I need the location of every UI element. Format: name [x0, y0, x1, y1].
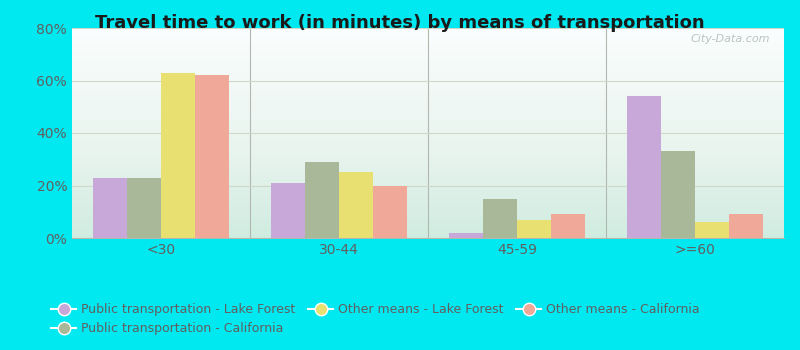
Bar: [339, 173, 373, 238]
Bar: [127, 178, 161, 238]
Bar: [450, 233, 483, 238]
Bar: [483, 199, 517, 238]
Legend: Public transportation - Lake Forest, Public transportation - California, Other m: Public transportation - Lake Forest, Pub…: [46, 298, 705, 340]
Bar: [517, 220, 551, 238]
Text: City-Data.com: City-Data.com: [690, 34, 770, 44]
Bar: [305, 162, 339, 238]
Bar: [195, 75, 229, 238]
Bar: [551, 214, 585, 238]
Bar: [373, 186, 406, 238]
Bar: [94, 178, 127, 238]
Bar: [661, 151, 695, 238]
Bar: [695, 222, 729, 238]
Bar: [627, 96, 661, 238]
Bar: [271, 183, 305, 238]
Bar: [729, 214, 762, 238]
Bar: [161, 73, 195, 238]
Text: Travel time to work (in minutes) by means of transportation: Travel time to work (in minutes) by mean…: [95, 14, 705, 32]
